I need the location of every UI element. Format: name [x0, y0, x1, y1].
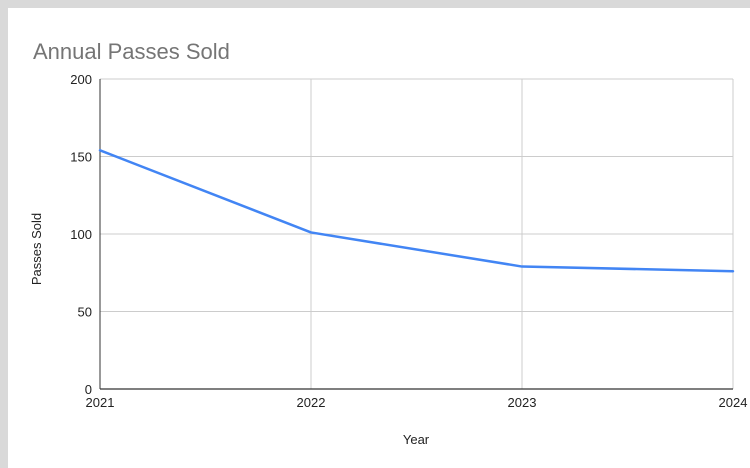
tick-labels: 0 50 100 150 200 2021 2022 2023 2024: [70, 72, 747, 410]
y-tick-label-100: 100: [70, 227, 92, 242]
y-tick-label-0: 0: [85, 382, 92, 397]
x-tick-label-2024: 2024: [719, 395, 748, 410]
y-tick-label-50: 50: [78, 305, 92, 320]
axes: [99, 79, 733, 390]
y-axis-title: Passes Sold: [29, 213, 44, 285]
chart-card: Annual Passes Sold: [8, 8, 750, 468]
series-layer: [98, 149, 735, 273]
x-axis-title: Year: [403, 432, 430, 447]
grid-lines: [100, 78, 734, 389]
series-line-0: [98, 149, 735, 273]
chart-title: Annual Passes Sold: [33, 39, 230, 64]
y-tick-label-150: 150: [70, 150, 92, 165]
y-tick-label-200: 200: [70, 72, 92, 87]
x-tick-label-2022: 2022: [297, 395, 326, 410]
x-tick-label-2023: 2023: [508, 395, 537, 410]
x-tick-label-2021: 2021: [86, 395, 115, 410]
